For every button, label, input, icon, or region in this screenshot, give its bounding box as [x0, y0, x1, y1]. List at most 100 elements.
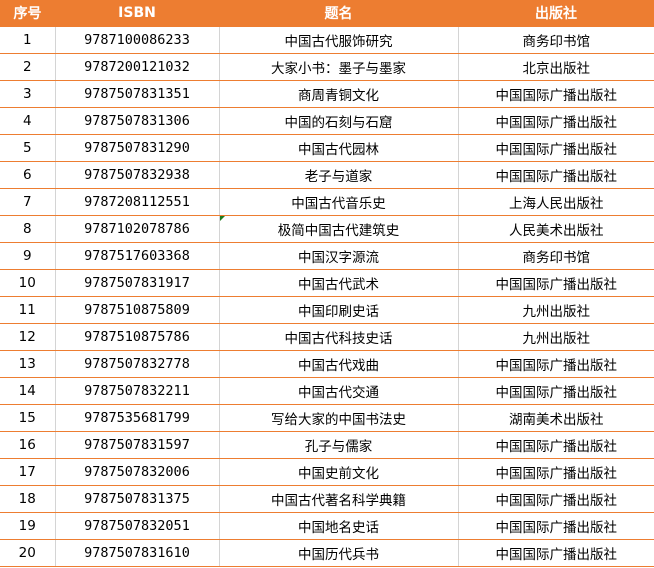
- cell-title[interactable]: 写给大家的中国书法史: [218, 404, 458, 432]
- cell-title[interactable]: 中国的石刻与石窟: [218, 107, 458, 135]
- cell-publisher[interactable]: 中国国际广播出版社: [457, 350, 654, 378]
- cell-title[interactable]: 老子与道家: [218, 161, 458, 189]
- cell-no[interactable]: 6: [0, 161, 55, 189]
- header-isbn[interactable]: ISBN: [55, 0, 219, 27]
- cell-publisher-text: 九州出版社: [522, 304, 591, 320]
- cell-isbn-text: 9787507831351: [84, 86, 190, 102]
- cell-publisher[interactable]: 中国国际广播出版社: [457, 485, 654, 513]
- cell-publisher[interactable]: 中国国际广播出版社: [457, 134, 654, 162]
- cell-no[interactable]: 20: [0, 539, 55, 567]
- cell-title[interactable]: 大家小书：墨子与墨家: [218, 53, 458, 81]
- cell-publisher[interactable]: 中国国际广播出版社: [457, 80, 654, 108]
- cell-isbn[interactable]: 9787535681799: [54, 404, 219, 432]
- cell-no[interactable]: 7: [0, 188, 55, 216]
- cell-isbn-text: 9787102078786: [84, 221, 190, 237]
- cell-isbn[interactable]: 9787510875809: [54, 296, 219, 324]
- cell-no[interactable]: 9: [0, 242, 55, 270]
- cell-publisher[interactable]: 商务印书馆: [457, 26, 654, 54]
- cell-title[interactable]: 商周青铜文化: [218, 80, 458, 108]
- cell-publisher[interactable]: 中国国际广播出版社: [457, 161, 654, 189]
- cell-title[interactable]: 孔子与儒家: [218, 431, 458, 459]
- cell-no[interactable]: 14: [0, 377, 55, 405]
- cell-title-text: 中国汉字源流: [298, 250, 379, 266]
- cell-isbn[interactable]: 9787510875786: [54, 323, 219, 351]
- cell-title[interactable]: 中国古代服饰研究: [218, 26, 458, 54]
- cell-publisher[interactable]: 商务印书馆: [457, 242, 654, 270]
- cell-title[interactable]: 中国古代交通: [218, 377, 458, 405]
- cell-isbn[interactable]: 9787208112551: [54, 188, 219, 216]
- cell-publisher[interactable]: 中国国际广播出版社: [457, 431, 654, 459]
- cell-no[interactable]: 5: [0, 134, 55, 162]
- cell-title[interactable]: 中国地名史话: [218, 512, 458, 540]
- cell-isbn[interactable]: 9787100086233: [54, 26, 219, 54]
- cell-no[interactable]: 3: [0, 80, 55, 108]
- cell-publisher[interactable]: 北京出版社: [457, 53, 654, 81]
- cell-publisher-text: 中国国际广播出版社: [495, 142, 618, 158]
- cell-publisher-text: 中国国际广播出版社: [495, 520, 618, 536]
- cell-no[interactable]: 4: [0, 107, 55, 135]
- cell-isbn[interactable]: 9787507831597: [54, 431, 219, 459]
- cell-isbn[interactable]: 9787102078786: [54, 215, 219, 243]
- header-title[interactable]: 题名: [219, 0, 458, 27]
- cell-title[interactable]: 中国汉字源流: [218, 242, 458, 270]
- cell-title[interactable]: 中国史前文化: [218, 458, 458, 486]
- cell-no[interactable]: 13: [0, 350, 55, 378]
- cell-publisher[interactable]: 中国国际广播出版社: [457, 269, 654, 297]
- cell-isbn[interactable]: 9787507831351: [54, 80, 219, 108]
- cell-isbn-text: 9787507831306: [84, 113, 190, 129]
- cell-no[interactable]: 8: [0, 215, 55, 243]
- cell-publisher[interactable]: 九州出版社: [457, 296, 654, 324]
- cell-publisher[interactable]: 人民美术出版社: [457, 215, 654, 243]
- cell-isbn[interactable]: 9787507831610: [54, 539, 219, 567]
- cell-isbn[interactable]: 9787200121032: [54, 53, 219, 81]
- cell-title[interactable]: 中国古代园林: [218, 134, 458, 162]
- cell-title[interactable]: 中国历代兵书: [218, 539, 458, 567]
- cell-isbn[interactable]: 9787507832938: [54, 161, 219, 189]
- cell-no[interactable]: 16: [0, 431, 55, 459]
- cell-title[interactable]: 中国古代科技史话: [218, 323, 458, 351]
- cell-isbn-text: 9787507831597: [84, 437, 190, 453]
- cell-isbn[interactable]: 9787507831306: [54, 107, 219, 135]
- cell-title[interactable]: 极简中国古代建筑史: [218, 215, 458, 243]
- cell-publisher-text: 北京出版社: [522, 61, 591, 77]
- cell-publisher[interactable]: 上海人民出版社: [457, 188, 654, 216]
- cell-title[interactable]: 中国古代音乐史: [218, 188, 458, 216]
- cell-no[interactable]: 12: [0, 323, 55, 351]
- cell-no[interactable]: 17: [0, 458, 55, 486]
- cell-publisher[interactable]: 中国国际广播出版社: [457, 377, 654, 405]
- cell-no[interactable]: 15: [0, 404, 55, 432]
- cell-isbn[interactable]: 9787507831917: [54, 269, 219, 297]
- cell-publisher[interactable]: 湖南美术出版社: [457, 404, 654, 432]
- cell-title[interactable]: 中国印刷史话: [218, 296, 458, 324]
- cell-no-text: 1: [22, 32, 32, 48]
- cell-publisher[interactable]: 中国国际广播出版社: [457, 539, 654, 567]
- header-no[interactable]: 序号: [0, 0, 55, 27]
- cell-isbn[interactable]: 9787507832006: [54, 458, 219, 486]
- cell-no[interactable]: 11: [0, 296, 55, 324]
- cell-no[interactable]: 18: [0, 485, 55, 513]
- cell-publisher[interactable]: 九州出版社: [457, 323, 654, 351]
- cell-no[interactable]: 1: [0, 26, 55, 54]
- cell-title[interactable]: 中国古代戏曲: [218, 350, 458, 378]
- cell-publisher[interactable]: 中国国际广播出版社: [457, 512, 654, 540]
- cell-title[interactable]: 中国古代著名科学典籍: [218, 485, 458, 513]
- cell-no[interactable]: 19: [0, 512, 55, 540]
- cell-isbn[interactable]: 9787517603368: [54, 242, 219, 270]
- cell-isbn[interactable]: 9787507831375: [54, 485, 219, 513]
- cell-no-text: 7: [22, 194, 32, 210]
- cell-no[interactable]: 2: [0, 53, 55, 81]
- cell-isbn[interactable]: 9787507831290: [54, 134, 219, 162]
- cell-isbn-text: 9787507832051: [84, 518, 190, 534]
- header-publisher[interactable]: 出版社: [458, 0, 654, 27]
- table-row: 13 9787507832778 中国古代戏曲 中国国际广播出版社: [0, 350, 654, 378]
- cell-isbn[interactable]: 9787507832051: [54, 512, 219, 540]
- cell-no[interactable]: 10: [0, 269, 55, 297]
- cell-isbn[interactable]: 9787507832778: [54, 350, 219, 378]
- cell-title[interactable]: 中国古代武术: [218, 269, 458, 297]
- cell-publisher[interactable]: 中国国际广播出版社: [457, 458, 654, 486]
- cell-isbn[interactable]: 9787507832211: [54, 377, 219, 405]
- cell-title-text: 大家小书：墨子与墨家: [271, 61, 406, 77]
- cell-isbn-text: 9787535681799: [84, 410, 190, 426]
- cell-publisher[interactable]: 中国国际广播出版社: [457, 107, 654, 135]
- cell-publisher-text: 中国国际广播出版社: [495, 277, 618, 293]
